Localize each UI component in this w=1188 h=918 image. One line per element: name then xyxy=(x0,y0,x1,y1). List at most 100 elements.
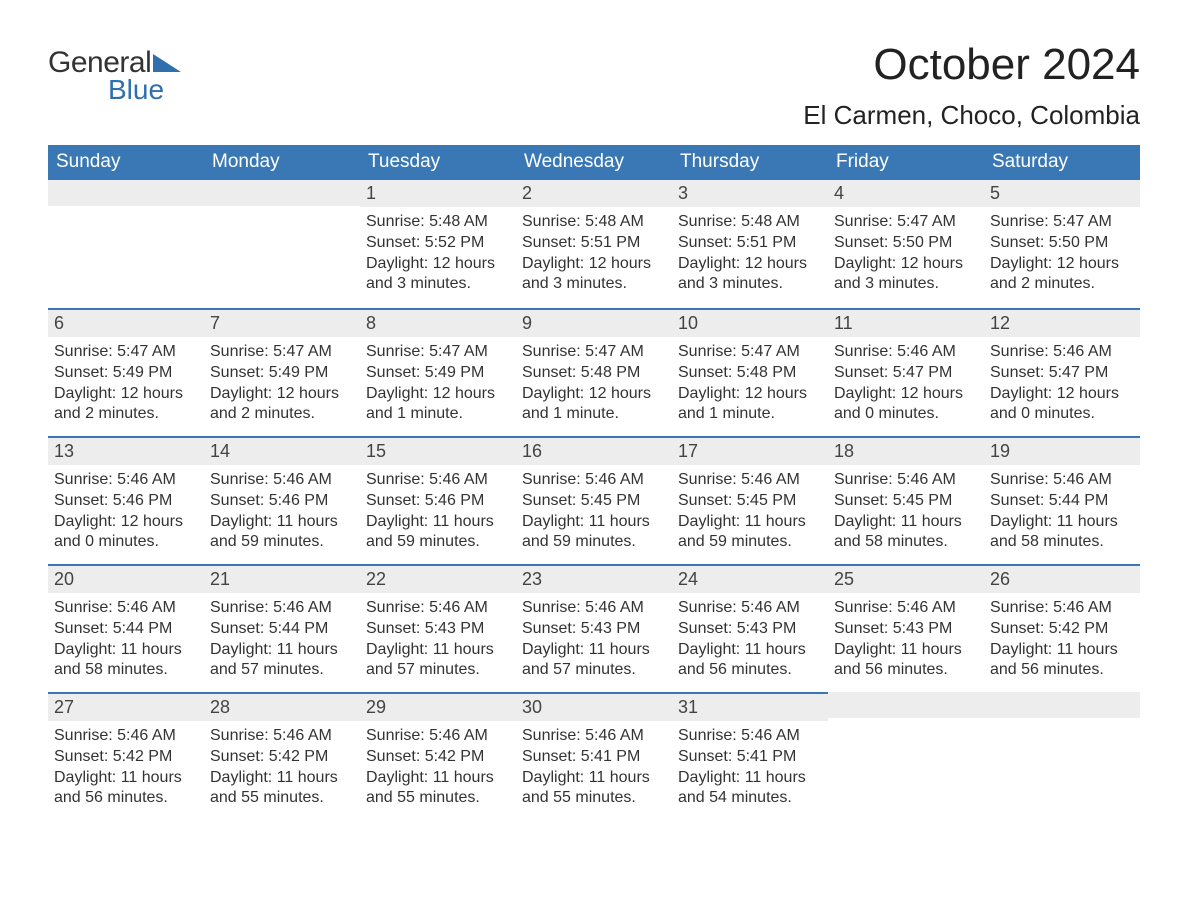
sunrise-text: Sunrise: 5:46 AM xyxy=(834,470,978,491)
dow-cell: Thursday xyxy=(672,145,828,180)
sunrise-text: Sunrise: 5:46 AM xyxy=(678,726,822,747)
day-info: Sunrise: 5:46 AMSunset: 5:47 PMDaylight:… xyxy=(834,342,978,425)
day-number: 27 xyxy=(48,692,204,721)
day-number: 30 xyxy=(516,692,672,721)
day-number: 23 xyxy=(516,564,672,593)
day-number: 14 xyxy=(204,436,360,465)
sunrise-text: Sunrise: 5:46 AM xyxy=(990,342,1134,363)
daylight-text: Daylight: 12 hours and 0 minutes. xyxy=(834,384,978,426)
day-cell: 24 Sunrise: 5:46 AMSunset: 5:43 PMDayligh… xyxy=(672,564,828,692)
daylight-text: Daylight: 11 hours and 59 minutes. xyxy=(678,512,822,554)
sunset-text: Sunset: 5:42 PM xyxy=(210,747,354,768)
sunset-text: Sunset: 5:44 PM xyxy=(210,619,354,640)
day-number: 15 xyxy=(360,436,516,465)
sunset-text: Sunset: 5:45 PM xyxy=(834,491,978,512)
day-info: Sunrise: 5:46 AMSunset: 5:43 PMDaylight:… xyxy=(522,598,666,681)
sunrise-text: Sunrise: 5:46 AM xyxy=(990,598,1134,619)
sunset-text: Sunset: 5:51 PM xyxy=(678,233,822,254)
sunrise-text: Sunrise: 5:46 AM xyxy=(54,470,198,491)
day-number: 4 xyxy=(828,180,984,207)
weeks-container: 1Sunrise: 5:48 AMSunset: 5:52 PMDaylight… xyxy=(48,180,1140,820)
day-info: Sunrise: 5:46 AMSunset: 5:46 PMDaylight:… xyxy=(54,470,198,553)
daylight-text: Daylight: 11 hours and 57 minutes. xyxy=(366,640,510,682)
sunrise-text: Sunrise: 5:47 AM xyxy=(834,212,978,233)
day-cell: 8Sunrise: 5:47 AMSunset: 5:49 PMDaylight… xyxy=(360,308,516,436)
sunset-text: Sunset: 5:42 PM xyxy=(990,619,1134,640)
sunset-text: Sunset: 5:47 PM xyxy=(834,363,978,384)
day-number: 6 xyxy=(48,308,204,337)
day-cell: 30Sunrise: 5:46 AMSunset: 5:41 PMDayligh… xyxy=(516,692,672,820)
daylight-text: Daylight: 12 hours and 2 minutes. xyxy=(990,254,1134,296)
daylight-text: Daylight: 12 hours and 2 minutes. xyxy=(54,384,198,426)
daylight-text: Daylight: 12 hours and 0 minutes. xyxy=(54,512,198,554)
sunset-text: Sunset: 5:51 PM xyxy=(522,233,666,254)
sunrise-text: Sunrise: 5:46 AM xyxy=(834,598,978,619)
day-info: Sunrise: 5:46 AMSunset: 5:47 PMDaylight:… xyxy=(990,342,1134,425)
daylight-text: Daylight: 11 hours and 58 minutes. xyxy=(990,512,1134,554)
sunrise-text: Sunrise: 5:46 AM xyxy=(54,726,198,747)
sunset-text: Sunset: 5:50 PM xyxy=(834,233,978,254)
week-row: 1Sunrise: 5:48 AMSunset: 5:52 PMDaylight… xyxy=(48,180,1140,308)
daylight-text: Daylight: 11 hours and 56 minutes. xyxy=(54,768,198,810)
sunrise-text: Sunrise: 5:47 AM xyxy=(210,342,354,363)
dow-cell: Tuesday xyxy=(360,145,516,180)
dow-cell: Saturday xyxy=(984,145,1140,180)
day-cell: 17Sunrise: 5:46 AMSunset: 5:45 PMDayligh… xyxy=(672,436,828,564)
day-cell-empty xyxy=(828,692,984,820)
day-cell: 19Sunrise: 5:46 AMSunset: 5:44 PMDayligh… xyxy=(984,436,1140,564)
day-number: 26 xyxy=(984,564,1140,593)
day-info: Sunrise: 5:47 AMSunset: 5:50 PMDaylight:… xyxy=(990,212,1134,295)
day-cell: 1Sunrise: 5:48 AMSunset: 5:52 PMDaylight… xyxy=(360,180,516,308)
sunset-text: Sunset: 5:44 PM xyxy=(990,491,1134,512)
day-number: 16 xyxy=(516,436,672,465)
sunset-text: Sunset: 5:43 PM xyxy=(834,619,978,640)
sunset-text: Sunset: 5:48 PM xyxy=(678,363,822,384)
day-cell: 31Sunrise: 5:46 AMSunset: 5:41 PMDayligh… xyxy=(672,692,828,820)
day-cell: 20Sunrise: 5:46 AMSunset: 5:44 PMDayligh… xyxy=(48,564,204,692)
day-info: Sunrise: 5:46 AMSunset: 5:46 PMDaylight:… xyxy=(210,470,354,553)
sunrise-text: Sunrise: 5:48 AM xyxy=(678,212,822,233)
daylight-text: Daylight: 11 hours and 55 minutes. xyxy=(210,768,354,810)
day-info: Sunrise: 5:46 AMSunset: 5:44 PMDaylight:… xyxy=(54,598,198,681)
day-info: Sunrise: 5:46 AMSunset: 5:43 PMDaylight:… xyxy=(834,598,978,681)
daylight-text: Daylight: 11 hours and 58 minutes. xyxy=(54,640,198,682)
sunrise-text: Sunrise: 5:47 AM xyxy=(990,212,1134,233)
day-cell: 29Sunrise: 5:46 AMSunset: 5:42 PMDayligh… xyxy=(360,692,516,820)
day-cell: 13Sunrise: 5:46 AMSunset: 5:46 PMDayligh… xyxy=(48,436,204,564)
sunset-text: Sunset: 5:45 PM xyxy=(678,491,822,512)
day-cell: 21Sunrise: 5:46 AMSunset: 5:44 PMDayligh… xyxy=(204,564,360,692)
week-row: 20Sunrise: 5:46 AMSunset: 5:44 PMDayligh… xyxy=(48,564,1140,692)
sunset-text: Sunset: 5:52 PM xyxy=(366,233,510,254)
daylight-text: Daylight: 11 hours and 54 minutes. xyxy=(678,768,822,810)
day-number: 21 xyxy=(204,564,360,593)
day-info: Sunrise: 5:48 AMSunset: 5:51 PMDaylight:… xyxy=(522,212,666,295)
week-row: 13Sunrise: 5:46 AMSunset: 5:46 PMDayligh… xyxy=(48,436,1140,564)
daylight-text: Daylight: 11 hours and 55 minutes. xyxy=(522,768,666,810)
day-info: Sunrise: 5:47 AMSunset: 5:49 PMDaylight:… xyxy=(54,342,198,425)
day-number: 7 xyxy=(204,308,360,337)
sunrise-text: Sunrise: 5:46 AM xyxy=(210,726,354,747)
daylight-text: Daylight: 11 hours and 59 minutes. xyxy=(522,512,666,554)
day-info: Sunrise: 5:46 AMSunset: 5:43 PMDaylight:… xyxy=(678,598,822,681)
day-number xyxy=(48,180,204,206)
day-cell: 16 Sunrise: 5:46 AMSunset: 5:45 PMDayligh… xyxy=(516,436,672,564)
dow-cell: Sunday xyxy=(48,145,204,180)
sunset-text: Sunset: 5:49 PM xyxy=(210,363,354,384)
day-cell: 2Sunrise: 5:48 AMSunset: 5:51 PMDaylight… xyxy=(516,180,672,308)
day-info: Sunrise: 5:47 AMSunset: 5:49 PMDaylight:… xyxy=(210,342,354,425)
location-text: El Carmen, Choco, Colombia xyxy=(803,100,1140,131)
sunset-text: Sunset: 5:49 PM xyxy=(366,363,510,384)
day-number: 24 xyxy=(672,564,828,593)
day-info: Sunrise: 5:47 AMSunset: 5:50 PMDaylight:… xyxy=(834,212,978,295)
day-cell: 11Sunrise: 5:46 AMSunset: 5:47 PMDayligh… xyxy=(828,308,984,436)
day-number: 17 xyxy=(672,436,828,465)
day-info: Sunrise: 5:46 AMSunset: 5:45 PMDaylight:… xyxy=(522,470,666,553)
day-cell-empty xyxy=(204,180,360,308)
day-info: Sunrise: 5:47 AMSunset: 5:48 PMDaylight:… xyxy=(522,342,666,425)
daylight-text: Daylight: 12 hours and 3 minutes. xyxy=(522,254,666,296)
sunset-text: Sunset: 5:43 PM xyxy=(522,619,666,640)
dow-cell: Wednesday xyxy=(516,145,672,180)
sunrise-text: Sunrise: 5:47 AM xyxy=(678,342,822,363)
day-cell: 5Sunrise: 5:47 AMSunset: 5:50 PMDaylight… xyxy=(984,180,1140,308)
day-number: 8 xyxy=(360,308,516,337)
